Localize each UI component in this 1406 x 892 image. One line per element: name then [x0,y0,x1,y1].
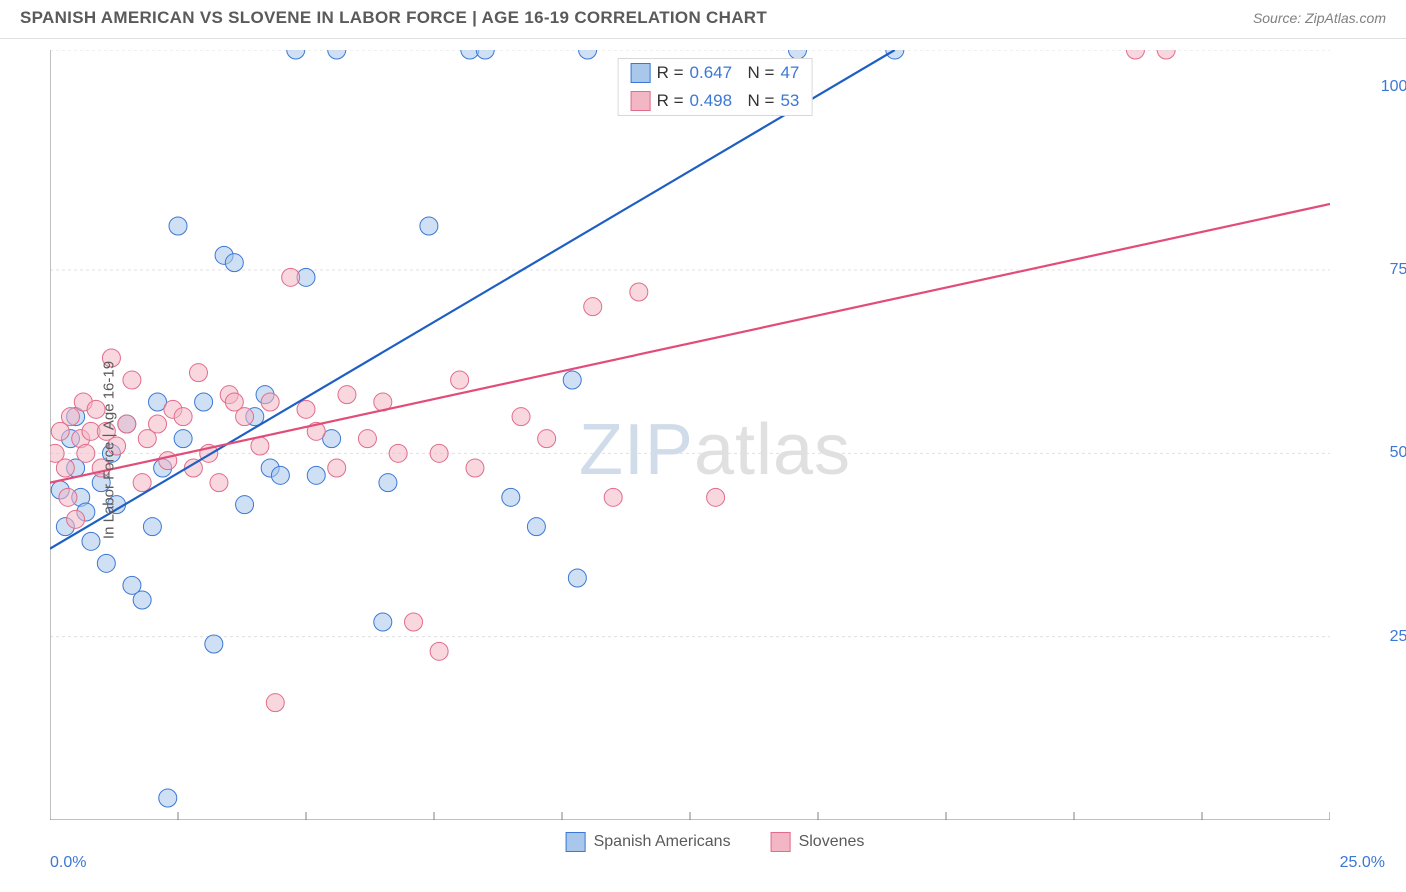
swatch-blue [631,63,651,83]
r-value-blue: 0.647 [690,63,733,83]
legend-item-blue: Spanish Americans [566,832,731,852]
x-tick-max: 25.0% [1340,854,1385,872]
legend-swatch-pink [771,832,791,852]
legend: Spanish Americans Slovenes [566,832,865,852]
legend-item-pink: Slovenes [771,832,865,852]
y-tick-label: 25.0% [1390,628,1406,646]
n-value-pink: 53 [780,91,799,111]
x-tick-min: 0.0% [50,854,86,872]
header-bar: SPANISH AMERICAN VS SLOVENE IN LABOR FOR… [0,0,1406,39]
y-axis-label: In Labor Force | Age 16-19 [101,361,118,539]
chart-container: In Labor Force | Age 16-19 ZIPatlas R = … [50,50,1380,850]
y-tick-label: 100.0% [1381,78,1406,96]
n-value-blue: 47 [780,63,799,83]
legend-label-pink: Slovenes [799,833,865,851]
chart-title: SPANISH AMERICAN VS SLOVENE IN LABOR FOR… [20,8,767,28]
stats-row-pink: R = 0.498 N = 53 [619,87,812,115]
r-value-pink: 0.498 [690,91,733,111]
scatter-plot [50,50,1330,820]
legend-label-blue: Spanish Americans [594,833,731,851]
correlation-stats-box: R = 0.647 N = 47 R = 0.498 N = 53 [618,58,813,116]
y-tick-label: 50.0% [1390,444,1406,462]
swatch-pink [631,91,651,111]
stats-row-blue: R = 0.647 N = 47 [619,59,812,87]
y-tick-label: 75.0% [1390,261,1406,279]
legend-swatch-blue [566,832,586,852]
source-label: Source: ZipAtlas.com [1253,10,1386,26]
